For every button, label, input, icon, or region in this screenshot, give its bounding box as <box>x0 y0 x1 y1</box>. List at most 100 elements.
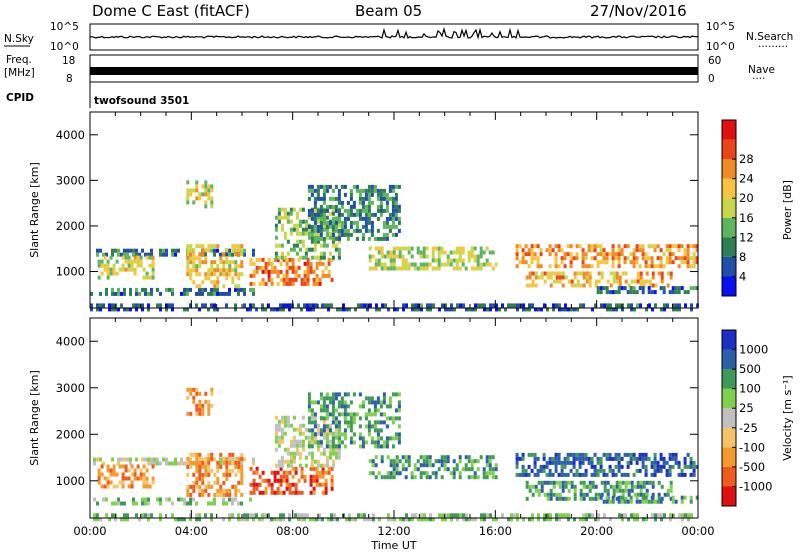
data-cell <box>337 239 341 244</box>
data-cell <box>130 263 134 268</box>
data-cell <box>636 275 640 280</box>
data-cell <box>289 227 293 232</box>
data-cell <box>534 271 538 276</box>
data-cell <box>407 262 411 267</box>
data-cell <box>633 517 636 522</box>
data-cell <box>279 303 282 308</box>
data-cell <box>207 196 211 201</box>
data-cell <box>325 416 329 421</box>
data-cell <box>142 480 146 485</box>
data-cell <box>304 463 308 468</box>
data-cell <box>331 239 335 244</box>
data-cell <box>334 451 338 456</box>
data-cell <box>127 255 131 260</box>
data-cell <box>462 513 465 518</box>
data-cell <box>192 452 196 457</box>
data-cell <box>337 255 341 260</box>
data-cell <box>537 307 540 312</box>
data-cell <box>621 480 625 485</box>
data-cell <box>252 269 256 274</box>
data-cell <box>674 452 678 457</box>
data-cell <box>285 269 289 274</box>
data-cell <box>467 258 471 263</box>
data-cell <box>560 248 564 253</box>
data-cell <box>325 208 329 213</box>
data-cell <box>325 220 329 225</box>
velocity-xaxis: 00:00 04:00 08:00 12:00 16:00 20:00 00:00 <box>73 318 715 538</box>
data-cell <box>301 219 305 224</box>
data-cell <box>331 255 335 260</box>
data-cell <box>327 466 331 471</box>
data-cell <box>120 517 123 522</box>
beam-label: Beam 05 <box>355 2 422 20</box>
data-cell <box>465 307 468 312</box>
data-cell <box>99 457 102 462</box>
data-cell <box>189 391 193 396</box>
data-cell <box>612 484 616 489</box>
data-cell <box>677 290 681 295</box>
data-cell <box>231 460 235 465</box>
data-cell <box>210 244 214 249</box>
data-cell <box>410 475 414 480</box>
data-cell <box>313 228 317 233</box>
data-cell <box>395 455 399 460</box>
data-cell <box>120 303 123 308</box>
data-cell <box>307 416 311 421</box>
data-cell <box>471 517 474 522</box>
data-cell <box>641 290 645 295</box>
data-cell <box>373 404 377 409</box>
data-cell <box>585 484 589 489</box>
data-cell <box>228 497 231 502</box>
data-cell <box>312 474 316 479</box>
data-cell <box>410 246 414 251</box>
data-cell <box>599 468 603 473</box>
data-cell <box>150 457 153 462</box>
data-cell <box>479 250 483 255</box>
data-cell <box>671 499 675 504</box>
data-cell <box>222 472 226 477</box>
data-cell <box>180 517 183 522</box>
data-cell <box>645 307 648 312</box>
data-cell <box>204 204 208 209</box>
data-cell <box>605 456 609 461</box>
data-cell <box>277 211 281 216</box>
data-cell <box>617 290 621 295</box>
data-cell <box>552 303 555 308</box>
data-cell <box>322 435 326 440</box>
data-cell <box>363 303 366 308</box>
data-cell <box>282 478 286 483</box>
data-cell <box>334 396 338 401</box>
data-cell <box>391 208 395 213</box>
data-cell <box>642 517 645 522</box>
data-cell <box>331 227 335 232</box>
data-cell <box>633 492 637 497</box>
data-cell <box>686 290 690 295</box>
data-cell <box>331 220 335 225</box>
data-cell <box>653 464 657 469</box>
data-cell <box>416 459 420 464</box>
data-cell <box>108 303 111 308</box>
data-cell <box>596 290 600 295</box>
data-cell <box>349 188 353 193</box>
data-cell <box>352 212 356 217</box>
data-cell <box>614 472 618 477</box>
data-cell <box>210 196 214 201</box>
data-cell <box>561 283 565 288</box>
data-cell <box>473 475 477 480</box>
data-cell <box>458 455 462 460</box>
data-cell <box>147 252 150 257</box>
data-cell <box>192 472 196 477</box>
data-cell <box>123 513 126 518</box>
data-cell <box>677 460 681 465</box>
data-cell <box>373 424 377 429</box>
data-cell <box>428 455 432 460</box>
data-cell <box>429 303 432 308</box>
data-cell <box>425 471 429 476</box>
data-cell <box>492 517 495 522</box>
data-cell <box>379 444 383 449</box>
data-cell <box>618 513 621 518</box>
data-cell <box>340 432 344 437</box>
data-cell <box>313 255 317 260</box>
data-cell <box>313 188 317 193</box>
data-cell <box>355 236 359 241</box>
